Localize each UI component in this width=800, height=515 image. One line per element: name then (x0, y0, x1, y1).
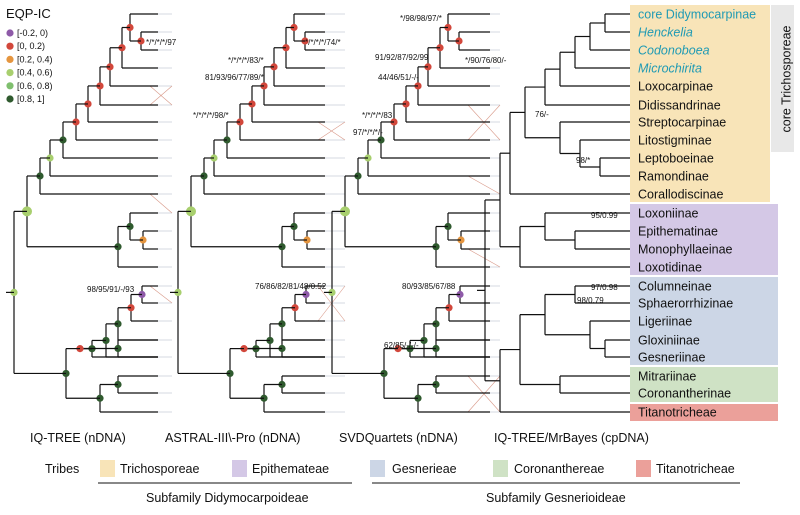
tip-label: Epithematinae (638, 225, 718, 239)
tribe-label: Trichosporeae (120, 462, 199, 476)
tribe-swatch (636, 460, 651, 477)
support-label: */*/*/*/74/* (305, 38, 341, 47)
core-trichosporeae-box (771, 5, 794, 152)
tip-label: Sphaerorrhizinae (638, 297, 733, 311)
tree-label-astral: ASTRAL-III\-Pro (nDNA) (165, 431, 300, 445)
gesnerieae-box (630, 277, 778, 365)
legend-label: [0, 0.2) (17, 41, 45, 51)
tip-label: Corallodiscinae (638, 188, 724, 202)
legend-label: [0.4, 0.6) (17, 68, 53, 78)
support-label: 95/0.99 (591, 211, 618, 220)
tip-label: core Didymocarpinae (638, 8, 756, 22)
tip-label: Litostigminae (638, 134, 712, 148)
tribe-swatch (232, 460, 247, 477)
support-label: 91/92/87/92/99 (375, 53, 429, 62)
epithemateae-box (630, 204, 778, 275)
support-label: 81/93/96/77/89/* (205, 73, 264, 82)
tip-label: Microchirita (638, 62, 702, 76)
support-label: 44/46/51/-/- (378, 73, 419, 82)
tribe-label: Gesnerieae (392, 462, 457, 476)
tip-label: Ligeriinae (638, 315, 692, 329)
support-label: 80/93/85/67/88 (402, 282, 456, 291)
tip-label: Gloxiniinae (638, 334, 700, 348)
legend-swatch (6, 29, 14, 37)
legend-label: [0.8, 1] (17, 94, 45, 104)
tribe-swatch (100, 460, 115, 477)
tip-label: Loxoniinae (638, 207, 699, 221)
tip-label: Henckelia (638, 26, 693, 40)
support-label: 62/85/-/-/- (384, 341, 419, 350)
support-label: 98/0.79 (577, 296, 604, 305)
tree-label-cp: IQ-TREE/MrBayes (cpDNA) (494, 431, 649, 445)
legend-label: [0.2, 0.4) (17, 54, 53, 64)
subfamily-label: Subfamily Gesnerioideae (486, 491, 626, 505)
legend-label: [-0.2, 0) (17, 28, 48, 38)
support-label: */98/98/97/* (400, 14, 442, 23)
tip-label: Titanotricheae (638, 406, 717, 420)
tree-method-labels: IQ-TREE (nDNA) ASTRAL-III\-Pro (nDNA) SV… (30, 431, 649, 445)
tribes-title: Tribes (45, 462, 79, 476)
tip-label: Leptoboeinae (638, 152, 714, 166)
legend-title: EQP-IC (6, 6, 51, 21)
tip-label: Loxocarpinae (638, 80, 713, 94)
legend-swatch (6, 95, 14, 103)
support-label: 97/*/*/*/- (353, 128, 383, 137)
tip-label: Didissandrinae (638, 99, 721, 113)
tree-svdquartets (324, 13, 490, 413)
tree-label-iqtree: IQ-TREE (nDNA) (30, 431, 126, 445)
support-label: */*/*/*/83 (362, 111, 393, 120)
tip-label: Gesneriinae (638, 351, 705, 365)
tip-label: Ramondinae (638, 170, 709, 184)
tip-label: Monophyllaeinae (638, 243, 733, 257)
legend-swatch (6, 55, 14, 64)
tip-label: Codonoboea (638, 44, 710, 58)
legend-swatch (6, 42, 14, 50)
legend-swatch (6, 69, 14, 77)
tip-label: Columneinae (638, 280, 712, 294)
legend-items: [-0.2, 0) [0, 0.2) [0.2, 0.4) [0.4, 0.6) [0.… (6, 28, 53, 104)
tribe-label: Coronanthereae (514, 462, 604, 476)
legend-label: [0.6, 0.8) (17, 81, 53, 91)
trees (6, 13, 630, 413)
support-values: */*/*/*/97 98/95/91/-/93 */*/*/*/83/* */… (87, 14, 618, 350)
support-label: 97/0.98 (591, 283, 618, 292)
support-label: */90/76/80/- (465, 56, 507, 65)
tip-label: Streptocarpinae (638, 116, 726, 130)
support-label: */*/*/*/97 (146, 38, 177, 47)
support-label: */*/*/*/98/* (193, 111, 229, 120)
titanotricheae-box (630, 404, 778, 421)
support-label: 98/95/91/-/93 (87, 285, 135, 294)
tribe-label: Epithemateae (252, 462, 329, 476)
tribe-swatch (370, 460, 385, 477)
tip-label: Mitrariinae (638, 370, 696, 384)
tribes-legend: Tribes Trichosporeae Epithemateae Gesner… (45, 460, 740, 505)
tribe-label: Titanotricheae (656, 462, 735, 476)
tree-astral (170, 13, 325, 413)
eqp-ic-legend: EQP-IC [-0.2, 0) [0, 0.2) [0.2, 0.4) [0.4, … (6, 6, 53, 104)
tip-label: Loxotidinae (638, 261, 702, 275)
tip-labels: core Didymocarpinae Henckelia Codonoboea Mi… (638, 8, 756, 420)
subfamily-label: Subfamily Didymocarpoideae (146, 491, 309, 505)
support-label: 76/- (535, 110, 549, 119)
support-label: */*/*/*/83/* (228, 56, 264, 65)
tree-cpdna (477, 13, 630, 413)
legend-swatch (6, 82, 14, 90)
tribe-boxes (630, 5, 794, 421)
trichosporeae-box (630, 5, 770, 202)
coronanthereae-box (630, 367, 778, 402)
tip-label: Coronantherinae (638, 387, 731, 401)
tree-iqtree (6, 13, 158, 413)
support-label: 98/* (576, 156, 590, 165)
tree-label-svd: SVDQuartets (nDNA) (339, 431, 458, 445)
core-trichosporeae-label: core Trichosporeae (779, 25, 793, 132)
support-label: 76/86/82/81/48/0.52 (255, 282, 327, 291)
tribe-swatch (493, 460, 508, 477)
